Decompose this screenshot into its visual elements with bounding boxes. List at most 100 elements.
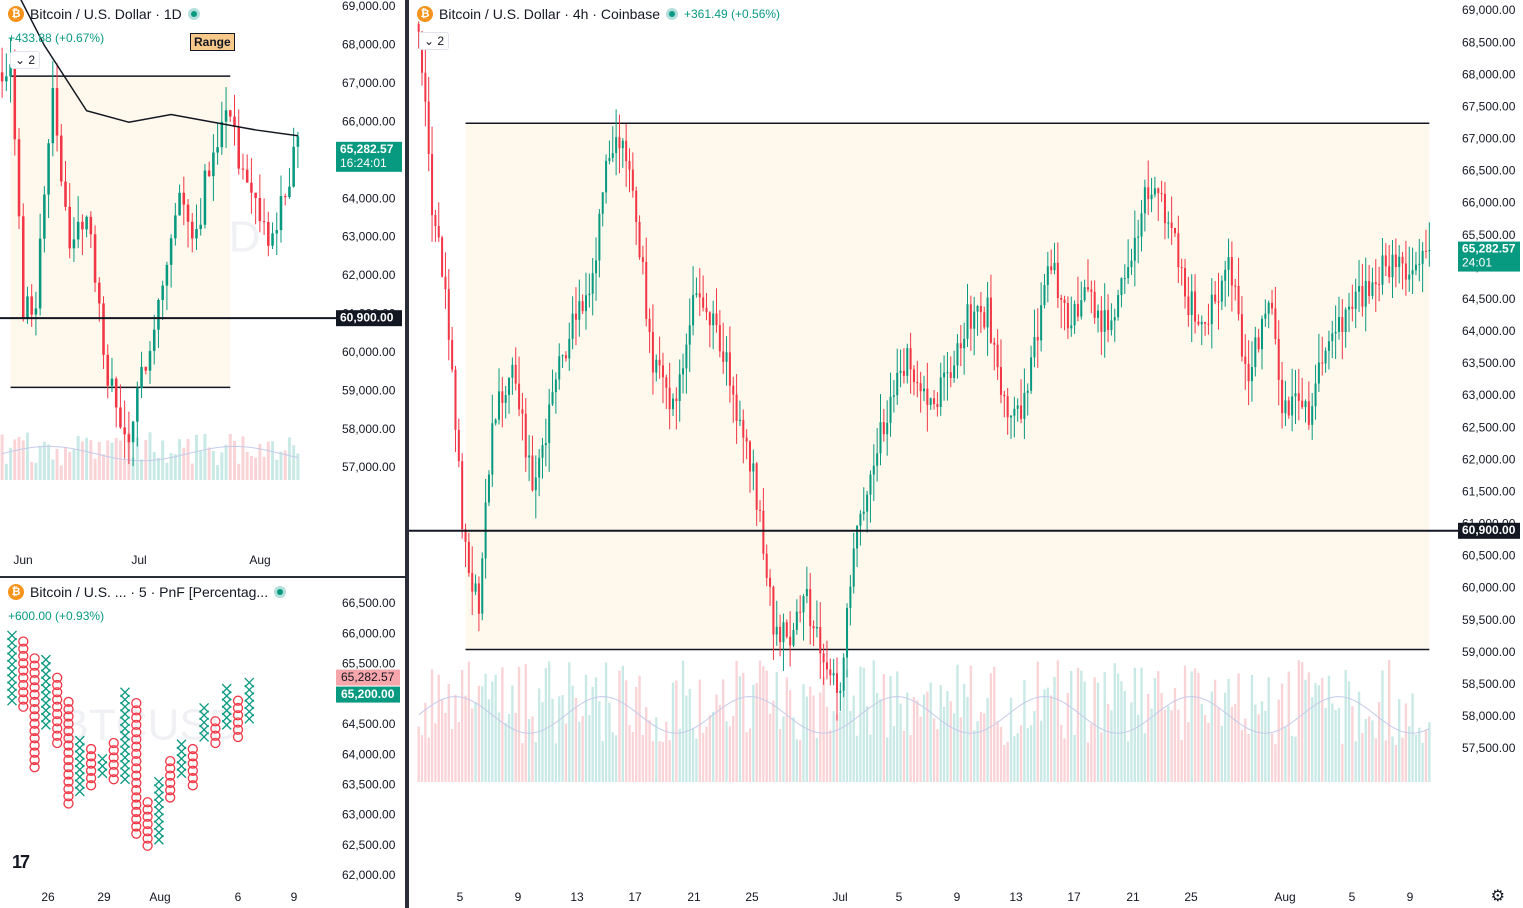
last-price-tag[interactable] — [1458, 241, 1520, 272]
volume-bar — [551, 698, 554, 782]
pnf-o-mark — [52, 708, 63, 720]
candle-body — [43, 194, 46, 239]
pnf-o-mark — [18, 694, 29, 705]
candle-body — [1381, 255, 1384, 285]
volume-bar — [842, 691, 845, 782]
candle-body — [628, 161, 631, 170]
pnf-x-mark — [7, 681, 17, 692]
pnf-x-mark — [153, 834, 164, 845]
candle-body — [916, 382, 919, 384]
volume-bar — [782, 716, 785, 782]
y-axis-tick-label: 66,500.00 — [1462, 164, 1516, 178]
candle-body — [568, 338, 571, 359]
volume-bar — [1120, 681, 1123, 782]
pnf-o-mark — [165, 785, 176, 796]
candle-body — [431, 154, 434, 216]
volume-bar — [705, 726, 708, 782]
last-price-tag[interactable] — [336, 141, 402, 172]
candle-body — [595, 260, 598, 274]
candle-body — [296, 136, 300, 147]
volume-bar — [1424, 729, 1428, 782]
x-axis-tick-label: Jul — [131, 553, 146, 567]
range-label[interactable]: Range — [190, 33, 235, 51]
volume-bar — [1250, 674, 1254, 782]
chart-pane-pnf[interactable]: BTCUSD66,500.0066,000.0065,500.0065,000.… — [0, 578, 405, 908]
volume-bar — [608, 702, 611, 782]
volume-bar — [131, 457, 135, 480]
pnf-x-mark — [153, 791, 164, 802]
volume-bar — [537, 688, 541, 782]
volume-bar — [952, 713, 956, 782]
volume-bar — [1401, 737, 1404, 782]
level-price-tag[interactable] — [336, 310, 402, 327]
candle-body — [795, 611, 798, 630]
settings-gear-icon[interactable]: ⚙ — [1490, 888, 1505, 905]
indicator-collapse-button[interactable]: ⌄ 2 — [419, 32, 450, 50]
candle-body — [541, 445, 544, 458]
volume-moving-average — [1, 445, 298, 462]
pnf-o-mark — [108, 752, 119, 763]
volume-bar — [444, 712, 447, 782]
pane-separator-horizontal[interactable] — [0, 576, 405, 578]
daily-symbol-title[interactable]: Bitcoin / U.S. Dollar · 1D — [30, 6, 182, 22]
volume-bar — [1418, 727, 1421, 782]
pnf-x-mark — [120, 694, 130, 705]
pnf-o-mark — [18, 679, 29, 691]
volume-bar — [1113, 663, 1116, 782]
candle-body — [889, 396, 892, 423]
range-box[interactable] — [10, 76, 231, 388]
volume-bar — [916, 700, 919, 782]
tradingview-logo-icon[interactable]: 17 — [12, 852, 30, 872]
indicator-collapse-button[interactable]: ⌄ 2 — [10, 51, 41, 69]
candle-body — [805, 589, 808, 597]
volume-bar — [698, 679, 701, 782]
daily-chart-canvas[interactable]: BTCUSD69,000.0068,000.0067,000.0066,000.… — [0, 0, 405, 576]
volume-bar — [628, 725, 631, 782]
candle-body — [1394, 254, 1397, 268]
pnf-x-mark — [40, 669, 51, 680]
candle-body — [524, 413, 527, 458]
volume-bar — [152, 451, 156, 480]
volume-bar — [1377, 702, 1381, 782]
volume-bar — [1177, 709, 1180, 782]
volume-bar — [772, 700, 775, 782]
candle-body — [902, 370, 905, 376]
candle-body — [144, 366, 148, 371]
candle-body — [169, 238, 173, 265]
level-price-tag[interactable] — [1458, 522, 1520, 539]
chart-pane-4h[interactable]: BTCUSD69,000.0068,500.0068,000.0067,500.… — [409, 0, 1523, 908]
box-price-tag[interactable] — [336, 686, 400, 703]
pnf-o-mark — [108, 737, 119, 749]
candle-body — [262, 221, 266, 223]
pnf-change: +600.00 (+0.93%) — [8, 609, 105, 623]
4h-chart-canvas[interactable]: BTCUSD69,000.0068,500.0068,000.0067,500.… — [409, 0, 1523, 908]
candle-body — [785, 622, 788, 637]
pane-separator-vertical[interactable] — [405, 0, 409, 908]
moving-average-line[interactable] — [15, 0, 298, 137]
volume-bar — [648, 720, 651, 782]
candle-body — [275, 230, 279, 234]
pnf-x-mark — [176, 768, 187, 779]
candle-body — [1267, 302, 1270, 314]
candle-body — [1391, 254, 1394, 278]
volume-bar — [1398, 699, 1401, 782]
pnf-symbol-title[interactable]: Bitcoin / U.S. ... · 5 · PnF [Percentag.… — [30, 584, 269, 600]
candle-body — [494, 419, 497, 424]
bitcoin-icon: ₿ — [8, 584, 24, 600]
volume-bar — [1183, 665, 1187, 782]
volume-bar — [725, 721, 728, 782]
candle-body — [81, 221, 84, 230]
volume-bar — [527, 719, 531, 782]
4h-symbol-title[interactable]: Bitcoin / U.S. Dollar · 4h · Coinbase — [439, 6, 660, 22]
last-price-tag[interactable] — [336, 669, 400, 686]
volume-bar — [932, 718, 936, 782]
candle-body — [1026, 390, 1029, 393]
volume-bar — [144, 439, 148, 480]
pnf-chart-canvas[interactable]: BTCUSD66,500.0066,000.0065,500.0065,000.… — [0, 578, 405, 908]
pnf-o-mark — [165, 763, 176, 774]
chart-pane-daily[interactable]: BTCUSD69,000.0068,000.0067,000.0066,000.… — [0, 0, 405, 576]
candle-body — [518, 383, 521, 410]
pnf-o-mark — [29, 747, 40, 758]
last-price-tag-text: 65,282.57 — [340, 142, 394, 156]
volume-bar — [758, 660, 762, 782]
